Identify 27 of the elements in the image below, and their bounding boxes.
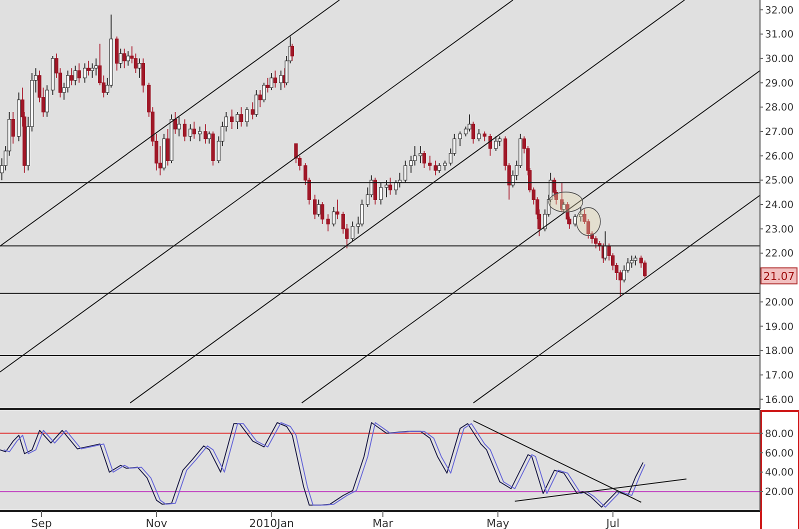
y-tick-label: 19.00 (765, 322, 794, 333)
x-tick-label: May (486, 516, 510, 529)
y-tick-label: 17.00 (765, 370, 794, 382)
y-tick-label: 30.00 (765, 54, 794, 65)
x-tick-label: Nov (146, 516, 168, 529)
x-tick-label: Mar (372, 516, 394, 529)
y-tick-label: 32.00 (765, 5, 794, 16)
y-tick-label: 26.00 (765, 151, 794, 162)
x-tick-label: Sep (31, 516, 52, 529)
text: 21.07 (763, 270, 795, 283)
y-tick-label: 20.00 (765, 487, 794, 498)
y-tick-label: 22.00 (765, 248, 794, 260)
y-tick-label: 16.00 (765, 394, 794, 406)
y-tick-label: 18.00 (765, 346, 794, 358)
x-tick-label: 2010Jan (249, 516, 294, 529)
y-tick-label: 60.00 (765, 448, 794, 460)
y-tick-label: 80.00 (765, 428, 794, 440)
y-tick-label: 20.00 (765, 297, 794, 308)
y-tick-label: 31.00 (765, 30, 794, 41)
y-tick-label: 23.00 (765, 224, 794, 236)
y-tick-label: 27.00 (765, 127, 794, 138)
y-tick-label: 28.00 (765, 102, 794, 114)
y-tick-label: 24.00 (765, 200, 794, 212)
y-tick-label: 25.00 (765, 176, 794, 187)
y-tick-label: 40.00 (765, 468, 794, 479)
x-tick-label: Jul (605, 516, 620, 529)
y-tick-label: 29.00 (765, 78, 794, 90)
